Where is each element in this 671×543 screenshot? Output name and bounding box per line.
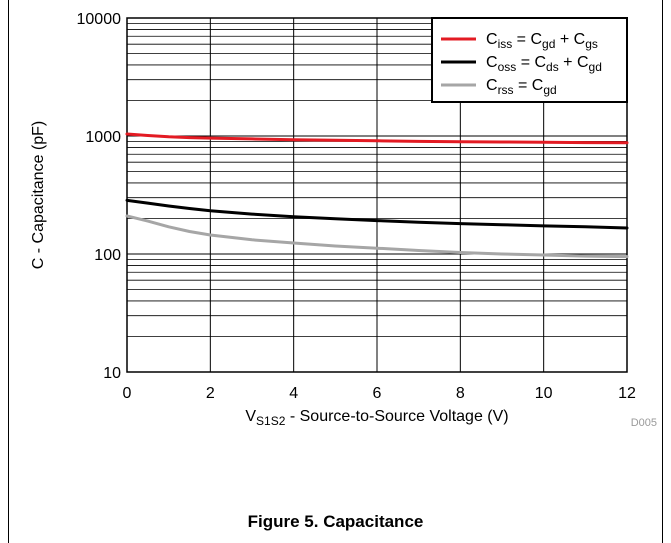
y-tick-label: 1000 — [85, 129, 121, 146]
x-tick-label: 6 — [373, 385, 382, 402]
x-axis-label: VS1S2 - Source-to-Source Voltage (V) — [245, 408, 508, 428]
legend-label: Crss = Cgd — [486, 77, 557, 97]
legend: Ciss = Cgd + Cgs Coss = Cds + Cgd Crss = C… — [431, 17, 628, 103]
x-tick-label: 4 — [289, 385, 298, 402]
series-line — [125, 214, 629, 259]
figure-title: Figure 5. Capacitance — [247, 512, 424, 531]
plot-frame — [126, 17, 628, 373]
y-tick-label: 100 — [94, 247, 121, 264]
x-tick-label: 12 — [618, 385, 636, 402]
y-tick-label: 10000 — [77, 11, 122, 28]
series-line — [125, 198, 629, 230]
page-border-right — [662, 0, 663, 543]
x-tick-label: 8 — [456, 385, 465, 402]
legend-box — [431, 17, 628, 103]
page-border-left — [8, 0, 9, 543]
legend-label: Coss = Cds + Cgd — [486, 54, 602, 74]
figure-id: D005 — [631, 417, 657, 429]
series-line — [125, 132, 629, 145]
y-tick-label: 10 — [103, 365, 121, 382]
x-tick-label: 2 — [206, 385, 215, 402]
x-tick-label: 0 — [123, 385, 132, 402]
y-axis-label: C - Capacitance (pF) — [30, 121, 47, 270]
legend-label: Ciss = Cgd + Cgs — [486, 31, 598, 51]
capacitance-chart: 0 2 4 6 8 10 12 10 100 1000 10000 VS1S2 - Source-to… — [30, 11, 657, 429]
x-tick-label: 10 — [535, 385, 553, 402]
